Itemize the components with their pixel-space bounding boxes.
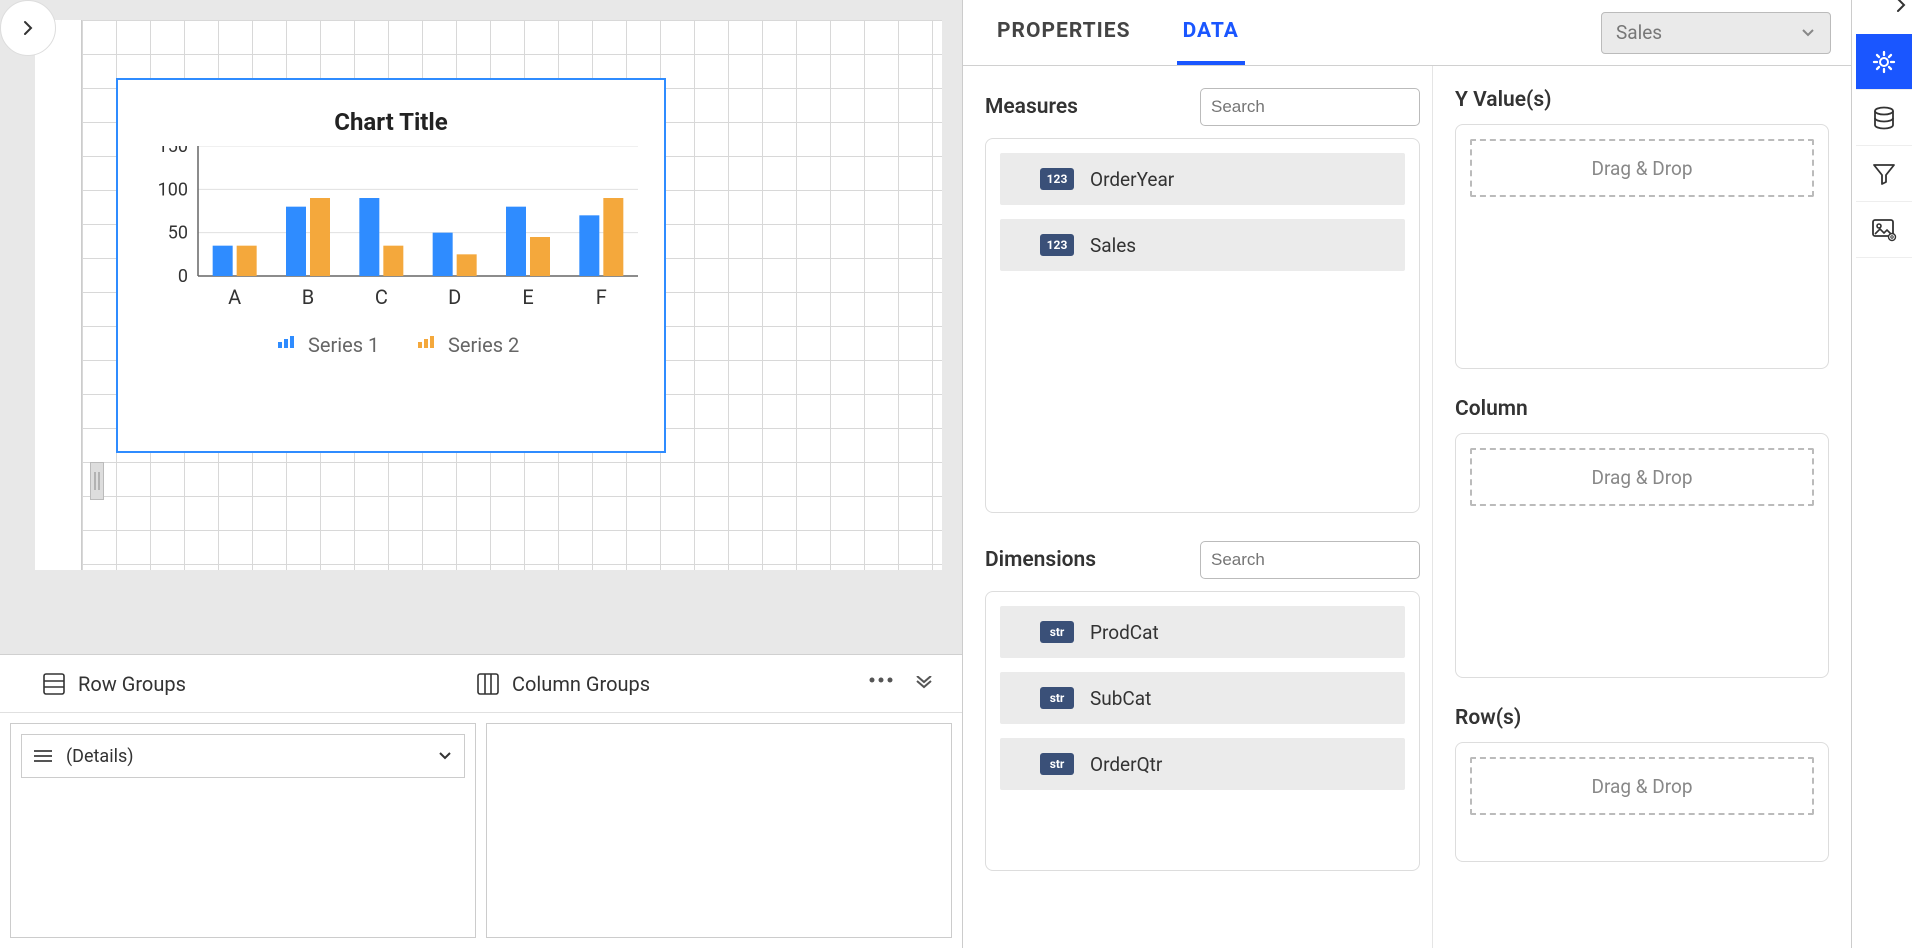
field-label: SubCat — [1090, 687, 1151, 710]
yvalues-dropzone[interactable]: Drag & Drop — [1470, 139, 1814, 197]
data-tab-body: Measures 123 OrderYear 123 Sales Dimensions… — [963, 66, 1851, 948]
ruler-handle[interactable] — [90, 462, 104, 500]
svg-text:C: C — [375, 285, 388, 309]
string-type-badge: str — [1040, 621, 1074, 643]
svg-text:B: B — [302, 285, 314, 309]
filter-icon — [1870, 160, 1898, 188]
svg-text:A: A — [228, 285, 241, 309]
chart-report-item[interactable]: Chart Title 0 50 100 150 A B C D E F Series 1 Serie… — [116, 78, 666, 453]
rows-dropzone-label: Row(s) — [1455, 706, 1829, 730]
rail-settings-button[interactable] — [1856, 34, 1912, 90]
list-icon — [34, 749, 52, 763]
chart-plot-area: 0 50 100 150 A B C D E F Series 1 Series 2 — [118, 146, 664, 426]
measures-search-input[interactable] — [1211, 97, 1432, 117]
row-groups-header: Row Groups — [0, 672, 434, 696]
tab-data[interactable]: DATA — [1177, 0, 1245, 65]
rows-dropzone-container[interactable]: Drag & Drop — [1455, 742, 1829, 862]
vertical-ruler — [35, 20, 82, 570]
collapse-groups-icon[interactable] — [914, 676, 934, 692]
rows-dropzone[interactable]: Drag & Drop — [1470, 757, 1814, 815]
svg-text:F: F — [596, 285, 607, 309]
numeric-type-badge: 123 — [1040, 234, 1074, 256]
design-canvas-panel: Chart Title 0 50 100 150 A B C D E F Series 1 Serie… — [0, 0, 962, 948]
database-icon — [1870, 104, 1898, 132]
drag-handle-icon — [93, 472, 101, 490]
rail-image-button[interactable] — [1856, 202, 1912, 258]
field-item[interactable]: str SubCat — [1000, 672, 1405, 724]
dimensions-list[interactable]: str ProdCat str SubCat str OrderQtr — [985, 591, 1420, 871]
svg-text:Series 1: Series 1 — [308, 333, 379, 357]
dropdown-icon[interactable] — [438, 751, 452, 761]
row-groups-list[interactable]: (Details) — [10, 723, 476, 938]
tab-properties[interactable]: PROPERTIES — [991, 0, 1137, 65]
field-item[interactable]: 123 Sales — [1000, 219, 1405, 271]
right-rail — [1852, 0, 1916, 948]
row-groups-label: Row Groups — [78, 672, 186, 696]
rail-data-button[interactable] — [1856, 90, 1912, 146]
chevron-right-icon — [19, 19, 37, 37]
groups-body: (Details) — [0, 713, 962, 948]
expand-panel-button[interactable] — [0, 0, 56, 56]
fields-column: Measures 123 OrderYear 123 Sales Dimensions… — [963, 66, 1433, 948]
rail-filter-button[interactable] — [1856, 146, 1912, 202]
measures-search[interactable] — [1200, 88, 1420, 126]
detail-group-item[interactable]: (Details) — [21, 734, 465, 778]
panel-tabs: PROPERTIES DATA Sales — [963, 0, 1851, 66]
field-label: ProdCat — [1090, 621, 1159, 644]
dropzones-column: Y Value(s) Drag & Drop Column Drag & Dro… — [1433, 66, 1851, 948]
row-groups-icon — [42, 672, 66, 696]
svg-text:E: E — [522, 285, 533, 309]
svg-text:50: 50 — [168, 223, 188, 244]
column-dropzone-container[interactable]: Drag & Drop — [1455, 433, 1829, 678]
string-type-badge: str — [1040, 753, 1074, 775]
measures-title: Measures — [985, 95, 1078, 119]
svg-text:0: 0 — [178, 266, 188, 287]
field-item[interactable]: str ProdCat — [1000, 606, 1405, 658]
chart-svg: 0 50 100 150 A B C D E F Series 1 Series 2 — [138, 146, 648, 426]
column-groups-icon — [476, 672, 500, 696]
dataset-select-value: Sales — [1616, 21, 1662, 44]
groups-panel: Row Groups Column Groups (Details) — [0, 654, 962, 948]
design-surface[interactable]: Chart Title 0 50 100 150 A B C D E F Series 1 Serie… — [0, 0, 962, 654]
measures-list[interactable]: 123 OrderYear 123 Sales — [985, 138, 1420, 513]
yvalues-dropzone-container[interactable]: Drag & Drop — [1455, 124, 1829, 369]
column-groups-list[interactable] — [486, 723, 952, 938]
detail-group-label: (Details) — [66, 746, 134, 767]
svg-text:100: 100 — [158, 179, 188, 200]
gear-icon — [1870, 48, 1898, 76]
dimensions-search[interactable] — [1200, 541, 1420, 579]
groups-header: Row Groups Column Groups — [0, 655, 962, 713]
dimensions-search-input[interactable] — [1211, 550, 1432, 570]
svg-text:D: D — [448, 285, 461, 309]
chevron-right-icon[interactable] — [1892, 0, 1910, 14]
image-settings-icon — [1870, 216, 1898, 244]
column-groups-header: Column Groups — [434, 672, 868, 696]
properties-panel: PROPERTIES DATA Sales Measures 123 OrderY… — [962, 0, 1852, 948]
more-icon[interactable] — [868, 676, 894, 684]
numeric-type-badge: 123 — [1040, 168, 1074, 190]
field-label: Sales — [1090, 234, 1136, 257]
column-dropzone-label: Column — [1455, 397, 1829, 421]
string-type-badge: str — [1040, 687, 1074, 709]
yvalues-label: Y Value(s) — [1455, 88, 1829, 112]
chevron-down-icon — [1800, 27, 1816, 39]
dataset-select[interactable]: Sales — [1601, 12, 1831, 54]
column-dropzone[interactable]: Drag & Drop — [1470, 448, 1814, 506]
svg-text:Series 2: Series 2 — [448, 333, 519, 357]
field-item[interactable]: str OrderQtr — [1000, 738, 1405, 790]
chart-title: Chart Title — [118, 80, 664, 146]
field-label: OrderYear — [1090, 168, 1174, 191]
column-groups-label: Column Groups — [512, 672, 650, 696]
dimensions-title: Dimensions — [985, 548, 1096, 572]
field-label: OrderQtr — [1090, 753, 1162, 776]
field-item[interactable]: 123 OrderYear — [1000, 153, 1405, 205]
svg-text:150: 150 — [158, 146, 188, 157]
